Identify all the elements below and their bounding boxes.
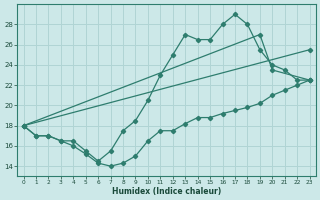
X-axis label: Humidex (Indice chaleur): Humidex (Indice chaleur) <box>112 187 221 196</box>
